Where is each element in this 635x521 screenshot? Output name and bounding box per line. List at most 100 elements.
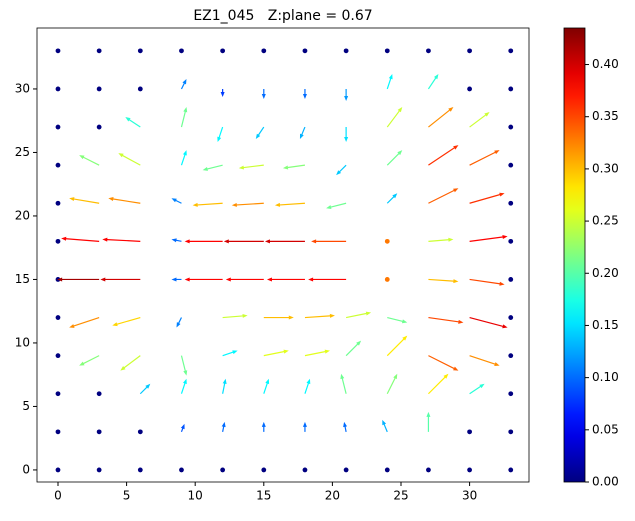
- arrow: [428, 355, 459, 371]
- zero-vector-dot: [96, 48, 102, 54]
- arrow: [469, 383, 485, 395]
- arrow: [120, 355, 141, 371]
- arrow: [340, 373, 347, 394]
- arrow: [428, 237, 454, 242]
- y-tick-label: 15: [15, 272, 30, 286]
- arrow: [386, 150, 403, 166]
- colorbar-tick-label: 0.10: [592, 370, 619, 384]
- y-tick-label: 30: [15, 81, 30, 95]
- zero-vector-dot: [384, 277, 390, 282]
- zero-vector-dot: [467, 48, 472, 54]
- arrow: [343, 421, 348, 432]
- arrow: [428, 373, 449, 395]
- arrow: [386, 335, 408, 357]
- arrow: [176, 317, 183, 328]
- arrow: [180, 107, 188, 128]
- arrow: [428, 278, 459, 284]
- colorbar: [563, 27, 586, 483]
- x-tick-label: 15: [256, 489, 271, 503]
- zero-vector-dot: [343, 48, 349, 54]
- arrow: [180, 150, 187, 166]
- zero-vector-dot: [96, 86, 102, 92]
- arrow: [299, 126, 306, 140]
- zero-vector-dot: [426, 48, 431, 54]
- arrow: [266, 277, 305, 282]
- arrow: [261, 421, 266, 432]
- arrow: [345, 311, 372, 319]
- arrow: [238, 164, 264, 170]
- arrow: [469, 278, 505, 286]
- arrow: [261, 88, 266, 99]
- arrow: [282, 164, 306, 170]
- zero-vector-dot: [343, 467, 349, 473]
- arrow: [79, 155, 100, 166]
- zero-vector-dot: [96, 391, 102, 397]
- y-tick-label: 0: [22, 462, 30, 476]
- zero-vector-dot: [261, 48, 267, 54]
- zero-vector-dot: [508, 353, 514, 359]
- zero-vector-dot: [508, 124, 514, 130]
- plot-frame: [36, 27, 530, 483]
- x-tick-label: 25: [393, 489, 408, 503]
- arrow: [428, 145, 459, 166]
- zero-vector-dot: [179, 467, 184, 473]
- x-tick-label: 5: [123, 489, 131, 503]
- arrow: [469, 192, 505, 204]
- zero-vector-dot: [508, 277, 514, 282]
- zero-vector-dot: [55, 238, 61, 244]
- arrow: [225, 277, 264, 282]
- arrow: [469, 235, 508, 242]
- arrow: [274, 202, 305, 207]
- y-tick-label: 25: [15, 145, 30, 159]
- zero-vector-dot: [96, 467, 102, 473]
- arrow: [386, 107, 403, 128]
- arrow: [304, 349, 330, 357]
- arrow: [427, 73, 439, 90]
- arrow: [102, 237, 141, 242]
- colorbar-tick-label: 0.05: [592, 422, 619, 436]
- arrow: [192, 202, 223, 207]
- colorbar-tick-label: 0.30: [592, 161, 619, 175]
- zero-vector-dot: [302, 48, 308, 54]
- arrow: [469, 150, 500, 166]
- zero-vector-dot: [508, 467, 514, 473]
- zero-vector-dot: [137, 429, 143, 435]
- arrow: [387, 316, 408, 324]
- arrow: [469, 316, 508, 329]
- arrow: [171, 238, 182, 243]
- zero-vector-dot: [302, 467, 308, 473]
- arrow: [171, 277, 182, 282]
- zero-vector-dot: [508, 238, 514, 244]
- colorbar-tick-label: 0.15: [592, 318, 619, 332]
- arrow: [302, 88, 307, 99]
- arrow: [428, 107, 454, 128]
- zero-vector-dot: [137, 467, 143, 473]
- arrow: [184, 239, 223, 244]
- zero-vector-dot: [467, 467, 472, 473]
- zero-vector-dot: [384, 467, 390, 473]
- colorbar-tick-label: 0.20: [592, 266, 619, 280]
- arrow: [386, 73, 393, 90]
- arrow: [220, 88, 225, 97]
- arrow: [231, 202, 264, 207]
- zero-vector-dot: [55, 429, 61, 435]
- colorbar-tick-label: 0.00: [592, 475, 619, 489]
- zero-vector-dot: [384, 48, 390, 54]
- zero-vector-dot: [55, 86, 61, 92]
- zero-vector-dot: [384, 238, 390, 244]
- arrow: [69, 316, 100, 328]
- arrow: [139, 383, 151, 395]
- colorbar-tick-label: 0.35: [592, 109, 619, 123]
- arrow: [326, 202, 347, 209]
- arrow: [336, 164, 347, 176]
- x-tick-label: 20: [325, 489, 340, 503]
- zero-vector-dot: [220, 467, 226, 473]
- zero-vector-dot: [96, 429, 102, 435]
- arrow: [180, 355, 188, 376]
- zero-vector-dot: [55, 162, 61, 168]
- arrow: [222, 313, 248, 319]
- zero-vector-dot: [508, 86, 514, 92]
- arrow: [382, 419, 388, 433]
- arrow: [223, 239, 264, 244]
